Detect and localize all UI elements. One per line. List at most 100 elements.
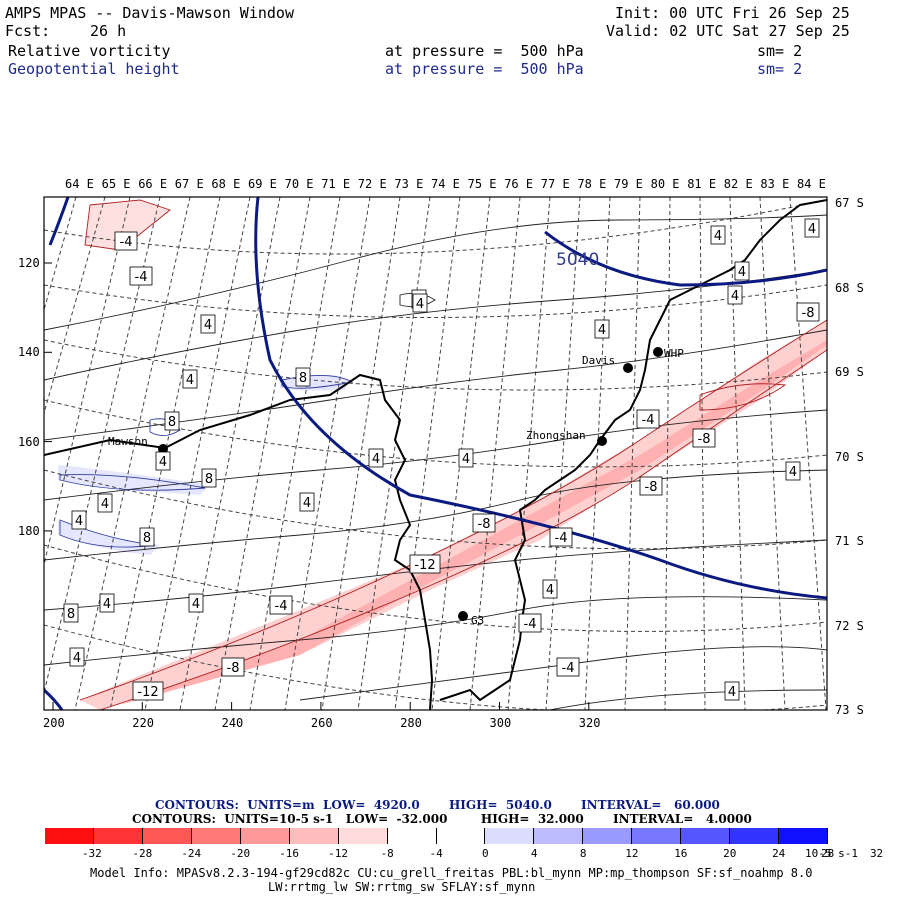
chart-title: AMPS MPAS -- Davis-Mawson Window <box>5 4 294 22</box>
colorbar-label: -12 <box>328 847 348 860</box>
vorticity-label-text: 4 <box>101 497 109 512</box>
station-marker <box>458 611 468 621</box>
field1-level: at pressure = 500 hPa <box>385 42 584 60</box>
vorticity-label: 4 <box>97 493 113 513</box>
meridian-lines <box>44 197 827 710</box>
longitude-label: 68 E <box>211 177 241 191</box>
station-label: G3 <box>471 614 485 627</box>
x-tick-label: 320 <box>578 716 601 730</box>
colorbar-swatch <box>338 828 388 844</box>
x-tick-label: 220 <box>132 716 154 730</box>
longitude-label: 83 E <box>760 177 790 191</box>
station-marker <box>623 363 633 373</box>
station-marker <box>158 444 168 454</box>
longitude-label: 74 E <box>431 177 460 191</box>
colorbar-swatch <box>142 828 192 844</box>
vorticity-label: -4 <box>556 657 580 677</box>
colorbar-label: -4 <box>429 847 443 860</box>
vorticity-label: -4 <box>269 595 293 615</box>
colorbar-swatch <box>387 828 437 844</box>
x-tick-label: 280 <box>400 716 422 730</box>
colorbar-swatch <box>289 828 339 844</box>
vorticity-label: 4 <box>594 319 610 339</box>
latitude-label: 69 S <box>835 365 864 379</box>
longitude-label: 67 E <box>174 177 204 191</box>
colorbar-swatch <box>779 828 828 844</box>
x-tick-label: 260 <box>310 716 333 730</box>
colorbar-swatch <box>583 828 633 844</box>
vorticity-label-text: 4 <box>159 455 167 470</box>
vorticity-label: 4 <box>69 647 85 667</box>
vorticity-label: 4 <box>368 448 384 468</box>
vorticity-label: -4 <box>636 409 660 429</box>
vorticity-label-text: 4 <box>789 465 797 480</box>
vorticity-label: 4 <box>734 261 750 281</box>
colorbar-label: -32 <box>81 847 102 860</box>
longitude-label: 69 E <box>248 177 277 191</box>
x-tick-label: 300 <box>489 716 512 730</box>
vorticity-label-text: 4 <box>73 651 81 666</box>
colorbar-label: 8 <box>579 847 587 860</box>
vorticity-label-text: -12 <box>414 558 435 573</box>
colorbar-swatch <box>730 828 780 844</box>
vorticity-label: -8 <box>796 302 820 322</box>
vorticity-label-text: 8 <box>299 371 307 386</box>
vorticity-label: 4 <box>71 510 87 530</box>
vorticity-label: 4 <box>727 285 743 305</box>
vorticity-label-text: -4 <box>120 235 133 250</box>
vorticity-label: 4 <box>542 579 558 599</box>
map-frame <box>43 196 828 711</box>
vorticity-label-text: 8 <box>205 472 213 487</box>
vorticity-shade-band <box>80 320 827 710</box>
longitude-label: 81 E <box>687 177 717 191</box>
latitude-label: 68 S <box>835 280 864 295</box>
colorbar-swatch <box>240 828 290 844</box>
colorbar-units: 10-5 s-1 <box>805 847 858 860</box>
coastline <box>44 199 827 710</box>
colorbar-label: 4 <box>530 847 538 860</box>
colorbar-swatch <box>93 828 143 844</box>
colorbar-label: 28 <box>821 847 835 860</box>
x-tick-label: 200 <box>43 716 65 730</box>
y-tick-label: 120 <box>18 256 40 270</box>
longitude-label: 80 E <box>650 177 680 191</box>
vorticity-label-text: 8 <box>168 415 176 430</box>
parallel-lines <box>44 199 827 710</box>
longitude-label: 70 E <box>284 177 314 191</box>
vorticity-label-text: -4 <box>562 661 575 676</box>
colorbar-label: 24 <box>772 847 786 860</box>
field2-level: at pressure = 500 hPa <box>385 60 584 78</box>
height-contour-legend: CONTOURS: UNITS=m LOW= 4920.0 HIGH= 5040… <box>155 798 720 812</box>
init-time: Init: 00 UTC Fri 26 Sep 25 <box>615 4 850 22</box>
vorticity-label: 4 <box>200 314 216 334</box>
latitude-label: 70 S <box>835 449 864 464</box>
vorticity-shade-nw <box>85 200 170 250</box>
station-label: WHP <box>664 347 684 360</box>
vorticity-label: 4 <box>724 681 740 701</box>
colorbar-label: -24 <box>181 847 202 860</box>
map-plot-area <box>44 197 827 710</box>
vorticity-label-text: 4 <box>303 496 311 511</box>
colorbar-label: 12 <box>625 847 639 860</box>
field1-name: Relative vorticity <box>8 42 171 60</box>
colorbar-swatch <box>45 828 94 844</box>
longitude-label: 84 E <box>797 177 826 191</box>
vorticity-label: 8 <box>63 603 79 623</box>
vorticity-label-text: -8 <box>227 661 240 676</box>
vorticity-label: 8 <box>164 411 180 431</box>
vorticity-label-text: 8 <box>67 607 75 622</box>
vorticity-label: 4 <box>155 451 171 471</box>
vorticity-label-text: -8 <box>645 480 658 495</box>
longitude-label: 71 E <box>321 177 351 191</box>
model-info: Model Info: MPASv8.2.3-194-gf29cd82c CU:… <box>90 866 813 880</box>
vorticity-label: 4 <box>188 593 204 613</box>
vorticity-label-text: -4 <box>135 270 148 285</box>
field2-smoothing: sm= 2 <box>757 60 803 78</box>
vorticity-label: 4 <box>182 369 198 389</box>
vorticity-label: 8 <box>139 527 155 547</box>
valid-time: Valid: 02 UTC Sat 27 Sep 25 <box>606 22 850 40</box>
colorbar-swatch <box>191 828 241 844</box>
vorticity-label-text: 4 <box>204 318 212 333</box>
station-label: Mawson <box>108 435 148 448</box>
vorticity-label: -8 <box>472 513 496 533</box>
